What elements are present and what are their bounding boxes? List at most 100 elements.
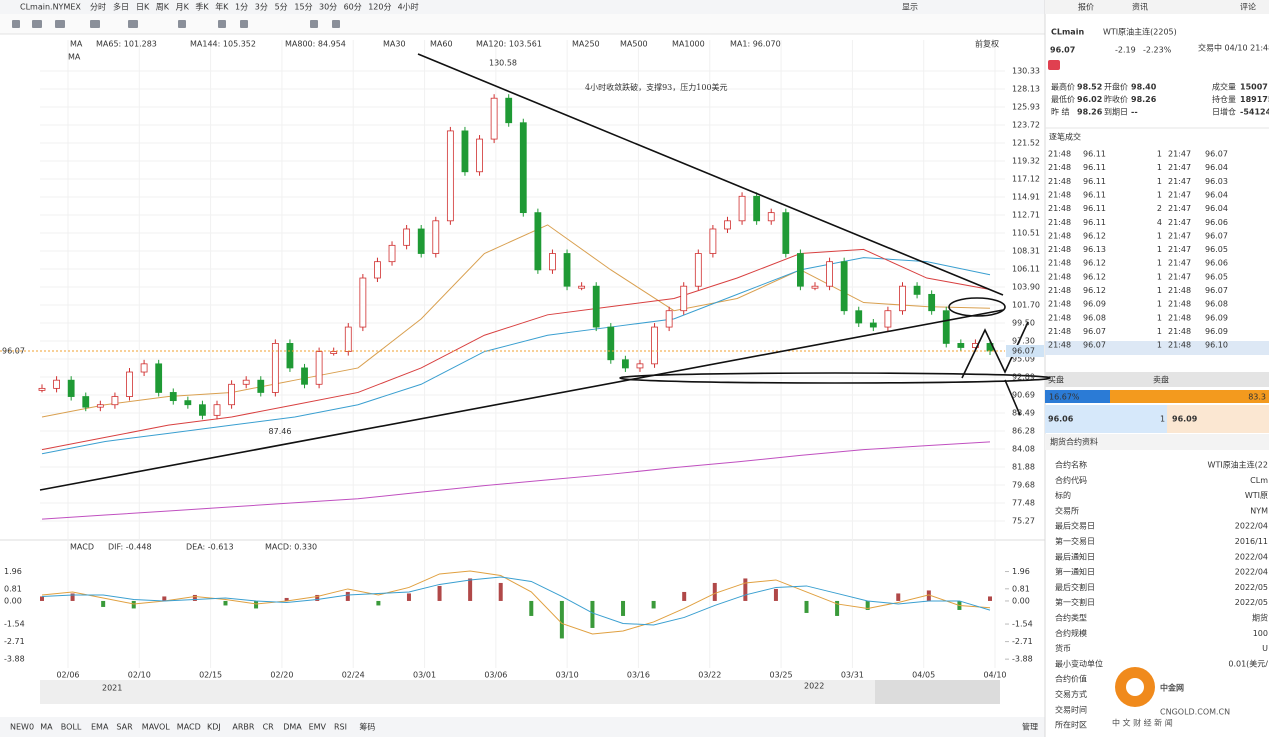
indicator-tab[interactable]: EMV [309, 723, 327, 732]
info-value: 100 [1253, 629, 1268, 638]
indicator-tab[interactable]: DMA [283, 723, 302, 732]
indicator-tab[interactable]: RSI [334, 723, 347, 732]
indicator-tab[interactable]: EMA [91, 723, 109, 732]
scroller[interactable] [40, 680, 1000, 704]
y-tick-label: 81.88 [1012, 462, 1035, 471]
info-label: 合约规模 [1055, 628, 1087, 638]
candle [111, 396, 119, 406]
y-tick-label: 79.68 [1012, 480, 1035, 489]
period-tab[interactable]: 年K [215, 2, 229, 12]
candle [578, 285, 586, 289]
candle [315, 351, 323, 385]
trade-time: 21:47 [1168, 245, 1191, 254]
y-tick-label: 84.08 [1012, 445, 1035, 454]
macd-bar [406, 593, 411, 601]
indicator-tab[interactable]: BOLL [61, 723, 82, 732]
scroller-thumb[interactable] [875, 680, 1000, 704]
indicator-tab[interactable]: NEW0 [10, 723, 34, 732]
trade-price: 96.12 [1083, 272, 1106, 281]
period-tab[interactable]: 120分 [368, 3, 391, 12]
trade-volume: 1 [1157, 300, 1162, 309]
sell-label: 卖盘 [1153, 375, 1169, 385]
candle [140, 363, 148, 373]
info-value: 0.01(美元/ [1228, 658, 1268, 668]
period-tab[interactable]: 60分 [344, 3, 362, 12]
indicator-tab[interactable]: ARBR [232, 723, 255, 732]
fav-icon[interactable] [1048, 60, 1060, 70]
period-tab[interactable]: 分时 [90, 2, 106, 12]
code: CLmain [1051, 28, 1084, 37]
indicator-tab[interactable]: 筹码 [359, 722, 375, 732]
trade-time: 21:47 [1168, 190, 1191, 199]
x-tick-label: 03/31 [841, 671, 864, 680]
trade-price: 96.12 [1083, 259, 1106, 268]
ask-cell [1167, 405, 1269, 433]
candle [957, 343, 965, 348]
candle [913, 285, 921, 295]
x-tick-label: 03/01 [413, 671, 436, 680]
stat-label: 昨收价 [1104, 94, 1128, 104]
bid: 96.06 [1048, 415, 1074, 424]
stat-label: 成交量 [1212, 82, 1236, 92]
candle [417, 228, 425, 254]
macd-bar [162, 596, 167, 601]
period-tab[interactable]: 日K [136, 3, 150, 12]
candle [592, 285, 600, 328]
indicator-tab[interactable]: KDJ [207, 723, 221, 732]
trade-price: 96.07 [1205, 231, 1228, 240]
trade-volume: 1 [1157, 245, 1162, 254]
y-tick-label: 0.81 [1012, 584, 1030, 593]
period-tab[interactable]: 30分 [319, 3, 337, 12]
period-tab[interactable]: 15分 [294, 3, 312, 12]
y-tick-label: -3.88 [1012, 655, 1033, 664]
candle [126, 371, 133, 397]
macd-bar [223, 600, 228, 606]
trade-volume: 1 [1157, 341, 1162, 350]
period-tab[interactable]: 多日 [113, 2, 129, 12]
trade-price: 96.04 [1205, 204, 1228, 213]
indicator-tab[interactable]: CR [263, 723, 275, 732]
info-value: 2022/05 [1235, 583, 1268, 592]
trade-time: 21:48 [1168, 313, 1191, 322]
period-tab[interactable]: 1分 [235, 3, 248, 12]
tab[interactable]: 评论 [1240, 2, 1256, 12]
x-tick-label: 03/10 [556, 671, 579, 680]
trade-volume: 1 [1157, 190, 1162, 199]
indicator-bar [0, 717, 1045, 737]
trade-time: 21:48 [1168, 300, 1191, 309]
low-label: 87.46 [269, 427, 292, 436]
tab[interactable]: 资讯 [1132, 2, 1148, 12]
change-pct: -2.23% [1143, 46, 1172, 55]
candle [388, 244, 396, 263]
tab[interactable]: 报价 [1078, 2, 1094, 12]
macd-bar [590, 600, 595, 628]
indicator-tab[interactable]: MAVOL [142, 723, 170, 732]
candle [519, 122, 527, 214]
y-tick-label: 88.49 [1012, 408, 1035, 417]
legend-entry: MA65: 101.283 [96, 40, 157, 49]
candle [228, 383, 236, 406]
indicator-tab[interactable]: MACD [177, 723, 201, 732]
period-tab[interactable]: 4小时 [398, 2, 419, 12]
trade-time: 21:48 [1048, 327, 1071, 336]
trade-price: 96.11 [1083, 204, 1106, 213]
indicator-tab[interactable]: MA [40, 723, 53, 732]
candle [155, 363, 163, 393]
period-tab[interactable]: 5分 [275, 3, 288, 12]
manage-link[interactable]: 管理 [1022, 722, 1038, 732]
info-label: 合约代码 [1055, 475, 1087, 485]
candle [767, 212, 775, 222]
indicator-tab[interactable]: SAR [116, 723, 133, 732]
candle [621, 359, 629, 369]
trade-time: 21:48 [1168, 341, 1191, 350]
buy-ratio [1045, 390, 1110, 403]
stat-value: 15007 [1240, 83, 1268, 92]
y-tick-label: 123.72 [1012, 121, 1040, 130]
trade-price: 96.08 [1205, 300, 1228, 309]
period-tab[interactable]: 月K [176, 3, 190, 12]
period-tab[interactable]: 季K [195, 2, 209, 12]
y-tick-label: 95.09 [1012, 355, 1035, 364]
period-tab[interactable]: 3分 [255, 3, 268, 12]
period-tab[interactable]: 周K [156, 3, 170, 12]
y-tick-label: 90.69 [1012, 390, 1035, 399]
